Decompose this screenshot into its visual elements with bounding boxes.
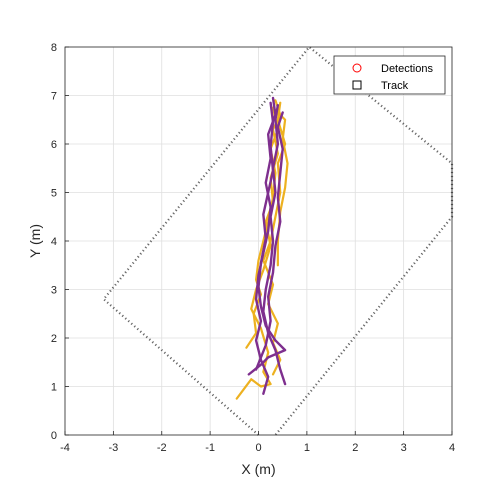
track-path: [254, 111, 284, 371]
grid-lines: [64, 46, 453, 436]
x-tick-label: -2: [157, 442, 167, 454]
detections-marker: [352, 63, 362, 73]
y-tick-label: 0: [51, 430, 57, 442]
x-tick-label: 2: [352, 442, 358, 454]
track-paths: [247, 96, 287, 395]
track-marker: [352, 80, 362, 90]
y-tick-label: 3: [51, 285, 57, 297]
y-tick-label: 5: [51, 188, 57, 200]
legend: Detections Track: [333, 55, 446, 95]
x-tick-label: -3: [108, 442, 118, 454]
legend-label-track: Track: [381, 80, 409, 92]
x-tick-label: 4: [449, 442, 455, 454]
y-tick-label: 7: [51, 91, 57, 103]
y-tick-label: 1: [51, 382, 57, 394]
y-ticks: 0 1 2 3 4 5 6 7 8: [51, 42, 69, 442]
y-tick-label: 6: [51, 139, 57, 151]
x-axis-label: X (m): [241, 461, 275, 477]
track-path: [247, 101, 287, 376]
x-tick-label: -1: [205, 442, 215, 454]
x-tick-label: -4: [60, 442, 70, 454]
y-axis-label: Y (m): [27, 224, 43, 258]
x-tick-label: 0: [255, 442, 261, 454]
legend-label-detections: Detections: [381, 63, 433, 75]
y-tick-label: 8: [51, 42, 57, 54]
x-ticks: -4 -3 -2 -1 0 1 2 3 4: [60, 431, 455, 454]
track-path: [262, 103, 287, 386]
x-tick-label: 1: [304, 442, 310, 454]
y-tick-label: 2: [51, 333, 57, 345]
x-tick-label: 3: [401, 442, 407, 454]
y-tick-label: 4: [51, 236, 57, 248]
